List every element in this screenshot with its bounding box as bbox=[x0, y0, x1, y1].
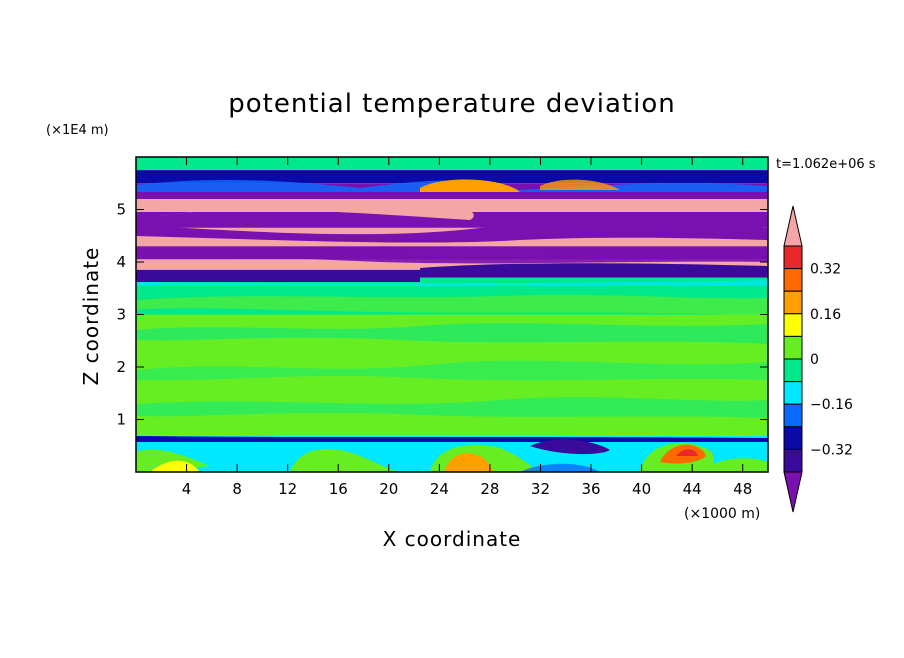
colorbar-swatch bbox=[784, 314, 802, 337]
x-tick-label: 12 bbox=[278, 480, 297, 498]
x-tick-label: 40 bbox=[632, 480, 651, 498]
colorbar-swatch bbox=[784, 382, 802, 405]
colorbar-swatch bbox=[784, 404, 802, 427]
y-unit-label: (×1E4 m) bbox=[46, 123, 109, 138]
x-unit-label: (×1000 m) bbox=[684, 506, 760, 522]
y-tick-label: 2 bbox=[116, 358, 126, 376]
colorbar-swatch bbox=[784, 359, 802, 382]
y-axis-label: Z coordinate bbox=[79, 247, 103, 386]
x-tick-label: 16 bbox=[329, 480, 348, 498]
colorbar-swatch bbox=[784, 427, 802, 450]
y-tick-label: 1 bbox=[116, 411, 126, 429]
x-tick-label: 32 bbox=[531, 480, 550, 498]
x-tick-label: 8 bbox=[232, 480, 242, 498]
chart-title: potential temperature deviation bbox=[228, 89, 675, 119]
x-tick-label: 20 bbox=[379, 480, 398, 498]
y-tick-label: 4 bbox=[116, 253, 126, 271]
colorbar-swatch bbox=[784, 449, 802, 472]
colorbar-label: −0.16 bbox=[810, 397, 853, 413]
colorbar-extend-bottom bbox=[784, 472, 802, 512]
colorbar-swatch bbox=[784, 269, 802, 292]
time-label: t=1.062e+06 s bbox=[776, 157, 876, 172]
y-tick-label: 5 bbox=[116, 201, 126, 219]
colorbar: 0.32 0.16 0 −0.16 −0.32 bbox=[784, 206, 853, 512]
colorbar-label: 0.16 bbox=[810, 307, 841, 323]
y-tick-label: 3 bbox=[116, 306, 126, 324]
x-tick-label: 28 bbox=[480, 480, 499, 498]
colorbar-swatch bbox=[784, 336, 802, 359]
colorbar-extend-top bbox=[784, 206, 802, 246]
colorbar-label: 0 bbox=[810, 352, 819, 368]
x-tick-label: 36 bbox=[581, 480, 600, 498]
plot-area bbox=[136, 157, 768, 472]
x-axis-label: X coordinate bbox=[383, 527, 522, 551]
colorbar-label: 0.32 bbox=[810, 262, 841, 278]
x-tick-label: 4 bbox=[182, 480, 192, 498]
colorbar-swatch bbox=[784, 291, 802, 314]
x-tick-label: 24 bbox=[430, 480, 449, 498]
x-tick-label: 44 bbox=[683, 480, 702, 498]
colorbar-label: −0.32 bbox=[810, 442, 853, 458]
contour-band-0 bbox=[136, 157, 768, 170]
colorbar-swatch bbox=[784, 246, 802, 269]
x-tick-label: 48 bbox=[733, 480, 752, 498]
